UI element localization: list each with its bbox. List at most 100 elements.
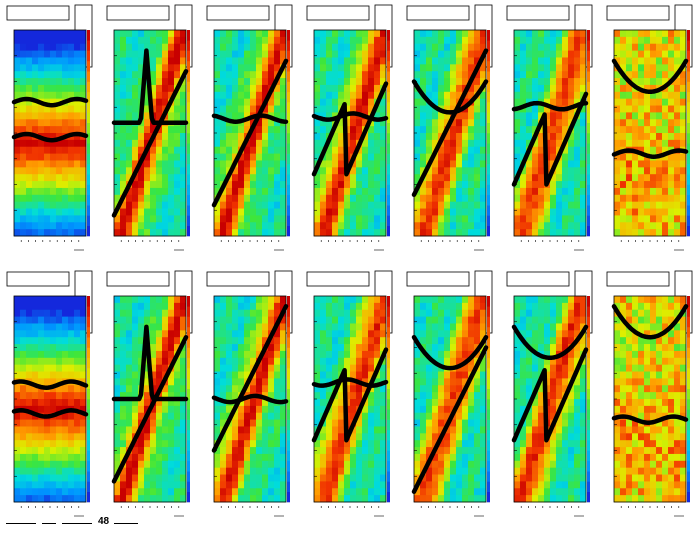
colour-scale-cell	[87, 60, 90, 72]
heat-cell	[68, 174, 75, 182]
heat-cell	[150, 174, 157, 182]
heat-cell	[144, 488, 151, 496]
heat-cell	[314, 78, 321, 86]
heat-cell	[32, 495, 39, 503]
heat-cell	[550, 222, 557, 230]
heat-cell	[314, 481, 321, 489]
heat-cell	[456, 146, 463, 154]
heat-cell	[162, 330, 169, 338]
heat-cell	[326, 105, 333, 113]
heat-cell	[256, 105, 263, 113]
heat-cell	[156, 133, 163, 141]
heat-cell	[50, 309, 57, 317]
heat-cell	[120, 330, 127, 338]
heat-cell	[514, 495, 521, 503]
heat-cell	[144, 371, 151, 379]
heat-cell	[126, 330, 133, 338]
heat-cell	[638, 91, 645, 100]
heat-cell	[468, 453, 475, 462]
heat-cell	[420, 337, 427, 345]
heat-cell	[14, 215, 21, 223]
heat-cell	[326, 371, 333, 379]
colour-scale-cell	[387, 143, 390, 154]
heat-cell	[244, 419, 251, 427]
heat-cell	[180, 160, 187, 168]
heat-cell	[314, 296, 321, 304]
heat-cell	[32, 215, 39, 223]
heat-cell	[180, 91, 187, 100]
heat-cell	[326, 419, 333, 427]
heat-cell	[444, 181, 451, 189]
heat-cell	[374, 399, 381, 407]
colour-scale-cell	[387, 357, 390, 369]
heat-cell	[474, 30, 481, 38]
heat-cell	[468, 222, 475, 230]
heat-cell	[674, 215, 681, 223]
heat-cell	[256, 57, 263, 65]
heat-cell	[550, 98, 557, 106]
heat-cell	[432, 119, 439, 127]
heat-cell	[374, 296, 381, 304]
heat-cell	[344, 357, 351, 366]
heat-cell	[144, 467, 151, 475]
heat-cell	[574, 50, 581, 58]
heat-cell	[120, 433, 127, 441]
heat-cell	[538, 91, 545, 100]
colour-scale-cell	[87, 491, 90, 503]
heat-cell	[156, 309, 163, 317]
heat-cell	[668, 112, 675, 120]
heat-cell	[332, 174, 339, 182]
heat-cell	[214, 344, 221, 352]
heat-cell	[468, 357, 475, 366]
heat-cell	[620, 43, 627, 51]
heat-cell	[238, 364, 245, 372]
heat-cell	[150, 405, 157, 414]
heat-cell	[444, 344, 451, 352]
heat-cell	[444, 84, 451, 93]
heat-cell	[356, 316, 363, 324]
heat-cell	[268, 78, 275, 86]
heat-cell	[426, 36, 433, 45]
heat-cell	[550, 119, 557, 127]
heat-cell	[274, 222, 281, 230]
heat-cell	[314, 330, 321, 338]
heat-cell	[374, 64, 381, 72]
heat-cell	[232, 433, 239, 441]
heat-cell	[526, 126, 533, 134]
heat-cell	[44, 43, 51, 51]
heat-cell	[226, 309, 233, 317]
heat-cell	[514, 453, 521, 462]
heat-cell	[220, 50, 227, 58]
heat-cell	[462, 344, 469, 352]
heat-cell	[38, 57, 45, 65]
heat-cell	[244, 50, 251, 58]
heat-cell	[480, 495, 487, 503]
heat-cell	[156, 488, 163, 496]
heat-cell	[126, 139, 133, 148]
heat-cell	[214, 488, 221, 496]
heat-cell	[650, 98, 657, 106]
heat-cell	[550, 50, 557, 58]
heat-cell	[574, 160, 581, 168]
heat-cell	[26, 350, 33, 359]
heat-cell	[62, 215, 69, 223]
heat-cell	[620, 181, 627, 189]
heat-cell	[62, 392, 69, 400]
heat-cell	[520, 302, 527, 311]
colour-scale-cell	[387, 194, 390, 206]
heat-cell	[214, 399, 221, 407]
heat-cell	[326, 84, 333, 93]
heat-cell	[244, 488, 251, 496]
heat-cell	[350, 30, 357, 38]
heat-cell	[150, 36, 157, 45]
heat-cell	[120, 447, 127, 455]
heat-cell	[262, 316, 269, 324]
heat-cell	[80, 215, 87, 223]
heat-cell	[180, 488, 187, 496]
heat-cell	[268, 405, 275, 414]
heat-cell	[344, 91, 351, 100]
heat-cell	[144, 309, 151, 317]
heat-cell	[450, 453, 457, 462]
heat-cell	[332, 323, 339, 331]
heat-cell	[238, 139, 245, 148]
